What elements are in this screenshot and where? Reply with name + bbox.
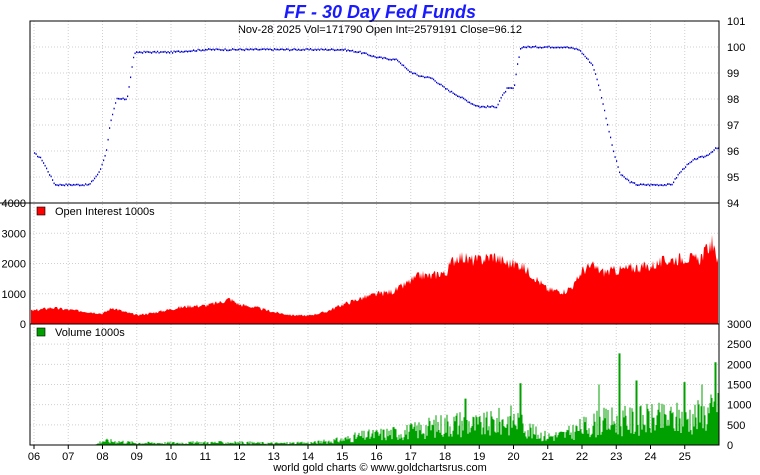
chart-title: FF - 30 Day Fed Funds — [283, 2, 477, 22]
price-tick-label: 98 — [727, 94, 739, 106]
price-tick-label: 97 — [727, 120, 739, 132]
footer-credit: world gold charts © www.goldchartsrus.co… — [273, 462, 487, 474]
chart-subtitle: Nov-28 2025 Vol=171790 Open Int=2579191 … — [237, 24, 523, 36]
volume-tick-label: 500 — [727, 420, 745, 432]
price-tick-label: 95 — [727, 172, 739, 184]
x-tick-label: 09 — [131, 451, 143, 463]
x-tick-label: 11 — [200, 451, 211, 463]
chart-frame — [29, 20, 720, 446]
price-tick-label: 94 — [727, 198, 739, 210]
open-interest-panel — [31, 234, 718, 324]
volume-tick-label: 3000 — [727, 319, 751, 331]
panel-frames — [0, 20, 720, 449]
x-tick-label: 07 — [62, 451, 74, 463]
x-tick-label: 06 — [28, 451, 40, 463]
oi-tick-label: 3000 — [2, 228, 26, 240]
open-interest-legend-label: Open Interest 1000s — [55, 206, 155, 218]
x-tick-label: 15 — [336, 451, 348, 463]
x-tick-label: 13 — [268, 451, 280, 463]
x-tick-label: 08 — [96, 451, 108, 463]
price-tick-label: 99 — [727, 68, 739, 80]
volume-panel — [71, 353, 719, 445]
x-tick-label: 24 — [644, 451, 656, 463]
volume-tick-label: 1500 — [727, 380, 751, 392]
x-tick-label: 10 — [165, 451, 177, 463]
volume-legend-label: Volume 1000s — [55, 327, 125, 339]
x-tick-label: 22 — [576, 451, 588, 463]
x-tick-label: 25 — [679, 451, 691, 463]
volume-legend-swatch — [36, 327, 46, 337]
x-tick-label: 14 — [302, 451, 314, 463]
x-tick-label: 18 — [439, 451, 451, 463]
oi-tick-label: 4000 — [2, 198, 26, 210]
price-tick-label: 101 — [727, 16, 745, 28]
x-tick-label: 21 — [542, 451, 554, 463]
volume-tick-label: 1000 — [727, 400, 751, 412]
price-series-line — [34, 45, 720, 187]
volume-tick-label: 0 — [727, 440, 733, 452]
volume-tick-label: 2000 — [727, 359, 751, 371]
x-tick-label: 19 — [473, 451, 485, 463]
x-tick-label: 17 — [405, 451, 417, 463]
price-panel — [34, 45, 720, 187]
volume-tick-label: 2500 — [727, 339, 751, 351]
x-tick-label: 20 — [507, 451, 519, 463]
price-tick-label: 96 — [727, 146, 739, 158]
axis-labels: 06 07 08 09 10 11 12 13 14 15 16 17 18 19 20 21 22 23 24 25… — [2, 16, 752, 463]
open-interest-legend-swatch — [36, 206, 46, 216]
x-tick-label: 23 — [610, 451, 622, 463]
open-interest-area — [31, 234, 718, 324]
x-tick-label: 12 — [233, 451, 245, 463]
oi-tick-label: 2000 — [2, 259, 26, 271]
oi-tick-label: 0 — [20, 319, 26, 331]
price-tick-label: 100 — [727, 42, 745, 54]
grid-lines — [30, 20, 719, 446]
x-tick-label: 16 — [370, 451, 382, 463]
oi-tick-label: 1000 — [2, 289, 26, 301]
